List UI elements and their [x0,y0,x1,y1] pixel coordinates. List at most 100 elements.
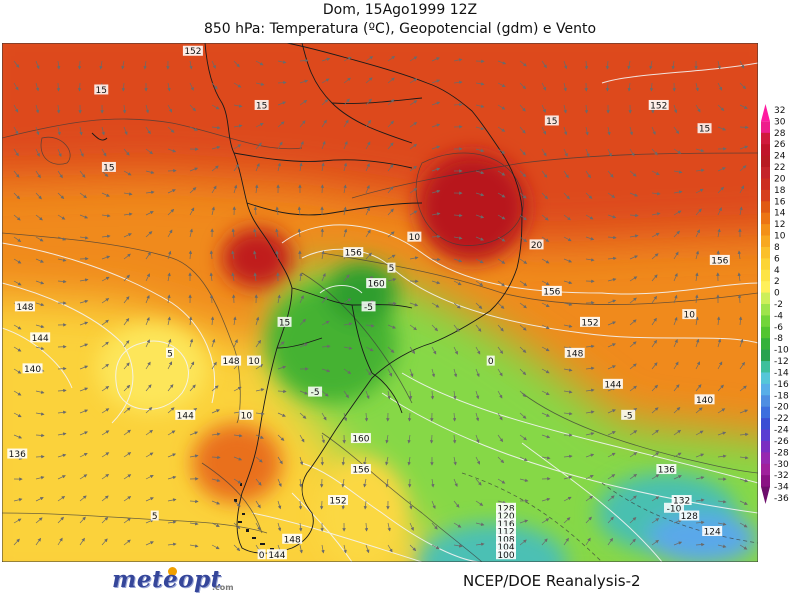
wind-arrow [255,522,261,531]
colorbar-segment [761,304,770,316]
wind-arrow [35,258,44,263]
wind-arrow [541,82,547,91]
colorbar-tick-label: -4 [774,311,783,321]
wind-arrow [13,126,19,135]
wind-arrow [673,170,683,174]
wind-arrow [57,170,63,179]
geopotential-label: 144 [175,409,196,421]
colorbar-tick-label: -10 [774,346,789,356]
wind-arrow [673,190,683,194]
wind-arrow [519,368,527,376]
wind-arrow [299,434,305,443]
svg-text:152: 152 [184,47,201,57]
wind-arrow [79,409,89,414]
wind-arrow [497,126,506,132]
temperature-label: 15 [544,115,559,127]
temperature-label: 10 [682,309,697,321]
wind-arrow [585,258,595,262]
wind-arrow [57,192,65,200]
colorbar-tick-label: 0 [774,289,780,299]
wind-arrow [211,432,221,436]
geopotential-label: 108 [496,533,516,545]
wind-arrow [363,500,368,510]
wind-arrow [123,452,132,458]
wind-arrow [629,297,637,304]
wind-arrow [365,390,370,400]
colorbar-segment [761,361,770,373]
wind-arrow [717,167,726,172]
colorbar-segment [761,418,770,431]
colorbar-tick-label: -22 [774,414,789,424]
wind-arrow [255,456,263,463]
wind-arrow [321,57,331,62]
wind-arrow [211,338,216,348]
wind-arrow [717,544,727,548]
wind-arrow [409,500,413,510]
svg-text:128: 128 [497,504,514,514]
svg-text:140: 140 [24,365,41,375]
wind-arrow [341,478,345,488]
wind-arrow [673,210,682,216]
wind-arrow [189,104,196,112]
wind-arrow [475,500,484,506]
wind-arrow [233,386,242,392]
wind-arrow [409,122,418,128]
wind-arrow [167,520,177,524]
wind-arrow [167,407,175,414]
wind-arrow [673,407,681,414]
geopotential-label: 148 [221,355,242,367]
wind-arrow [409,522,414,531]
wind-arrow [13,170,20,178]
svg-text:0: 0 [488,357,494,367]
wind-arrow [99,60,103,70]
wind-arrow [343,184,347,194]
geopotential-label: 152 [328,495,348,507]
wind-arrow [233,124,243,128]
wind-arrow [497,82,506,88]
wind-arrow [321,250,325,260]
colorbar-segment [761,349,770,362]
wind-arrow [299,272,303,282]
wind-arrow [387,301,397,306]
wind-arrow [77,82,82,92]
wind-arrow [255,434,264,439]
wind-arrow [233,522,241,530]
wind-arrow [585,214,594,220]
colorbar-segment [761,383,770,396]
wind-arrow [475,456,481,465]
wind-arrow [673,361,679,370]
wind-arrow [145,251,151,260]
wind-arrow [56,60,61,70]
wind-arrow [188,316,193,326]
colorbar-segment [761,281,770,294]
svg-text:160: 160 [352,435,369,445]
wind-arrow [57,410,67,415]
wind-arrow [695,338,700,348]
wind-arrow [211,125,221,130]
svg-text:148: 148 [222,357,239,367]
wind-arrow [321,344,331,349]
svg-text:5: 5 [167,349,173,359]
wind-arrow [387,164,394,172]
wind-arrow [101,495,109,502]
wind-vectors [13,55,749,554]
wind-arrow [695,453,705,458]
wind-arrow [541,497,551,502]
wind-arrow [563,411,573,416]
temperature-label: 15 [254,99,269,111]
colorbar-tick-label: 14 [774,209,786,219]
wind-arrow [651,170,660,175]
wind-arrow [629,192,639,197]
wind-arrow [607,495,615,502]
geopotential-label: 136 [7,448,28,460]
wind-arrow [145,497,154,502]
wind-arrow [739,385,747,392]
wind-arrow [211,104,220,110]
wind-arrow [739,500,748,505]
wind-arrow [79,299,89,304]
temperature-label: 10 [407,231,422,243]
wind-arrow [101,213,111,218]
wind-arrow [585,516,592,524]
temperature-field [2,43,758,562]
colorbar-segment [761,258,770,271]
